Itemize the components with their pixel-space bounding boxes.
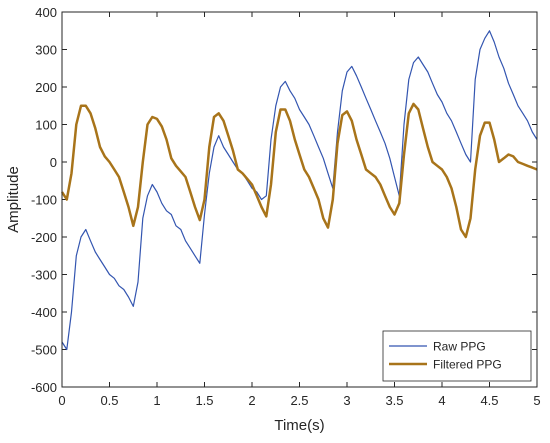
y-tick-label: 0 <box>50 155 57 170</box>
x-tick-label: 1 <box>153 393 160 408</box>
legend-label: Raw PPG <box>433 340 486 354</box>
x-tick-label: 4.5 <box>480 393 498 408</box>
axes-frame <box>61 11 538 388</box>
y-tick-label: 200 <box>35 80 57 95</box>
series-line <box>60 102 538 239</box>
x-tick-label: 3 <box>343 393 350 408</box>
x-tick-label: 3.5 <box>385 393 403 408</box>
x-tick-label: 1.5 <box>195 393 213 408</box>
y-tick-label: -400 <box>31 305 57 320</box>
x-tick-label: 2 <box>248 393 255 408</box>
y-tick-label: -600 <box>31 380 57 395</box>
x-tick-label: 0.5 <box>100 393 118 408</box>
y-tick-label: 400 <box>35 5 57 20</box>
x-tick-label: 0 <box>58 393 65 408</box>
y-tick-label: -100 <box>31 193 57 208</box>
legend-box <box>382 330 532 382</box>
x-tick-label: 4 <box>438 393 445 408</box>
plot-area <box>62 12 537 387</box>
y-axis-label: Amplitude <box>5 166 22 233</box>
y-tick-label: 100 <box>35 118 57 133</box>
legend-label: Filtered PPG <box>433 358 502 372</box>
y-tick-label: 300 <box>35 43 57 58</box>
x-tick-label: 2.5 <box>290 393 308 408</box>
series-line <box>61 30 538 351</box>
x-tick-label: 5 <box>533 393 540 408</box>
y-tick-label: -300 <box>31 268 57 283</box>
y-tick-label: -200 <box>31 230 57 245</box>
y-tick-label: -500 <box>31 343 57 358</box>
x-axis-label: Time(s) <box>274 417 324 434</box>
